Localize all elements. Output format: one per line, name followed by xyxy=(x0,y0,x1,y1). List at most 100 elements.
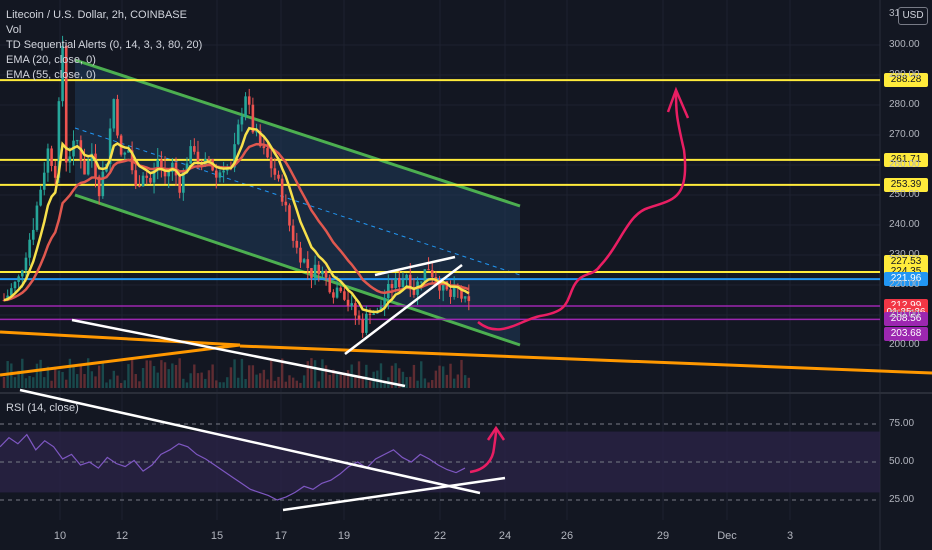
volume-bar xyxy=(215,380,218,388)
x-tick-label: Dec xyxy=(717,530,737,542)
candle-body xyxy=(189,146,192,164)
white-wedge-high xyxy=(374,255,456,277)
candle-body xyxy=(438,282,441,291)
volume-bar xyxy=(54,366,57,388)
candle-body xyxy=(39,189,42,206)
rsi-legend[interactable]: RSI (14, close) xyxy=(6,402,79,414)
candle-body xyxy=(452,286,456,297)
candle-body xyxy=(182,170,185,193)
volume-bar xyxy=(32,377,35,388)
y-tick-label: 200.00 xyxy=(889,339,920,350)
volume-bar xyxy=(13,377,17,388)
price-badge: 253.39 xyxy=(884,177,928,192)
trend-drawings xyxy=(0,86,932,388)
white-wedge-low xyxy=(344,264,463,355)
volume-bar xyxy=(328,374,331,388)
volume-bar xyxy=(409,376,412,388)
volume-bar xyxy=(138,381,141,388)
rsi-line xyxy=(0,433,466,501)
projection-path xyxy=(477,91,687,331)
volume-bar xyxy=(185,382,189,388)
candle-body xyxy=(372,313,375,315)
volume-bar xyxy=(339,374,342,388)
indicator-ema20[interactable]: EMA (20, close, 0) xyxy=(6,54,96,66)
candle-body xyxy=(328,277,332,293)
candle-body xyxy=(236,124,240,145)
volume-bar xyxy=(379,363,383,388)
orange-line-b xyxy=(0,343,241,377)
candle-body xyxy=(141,175,145,187)
volume-bar xyxy=(280,358,284,388)
candle-body xyxy=(86,160,90,175)
volume-bar xyxy=(2,376,6,388)
candle-body xyxy=(127,150,130,153)
indicator-td[interactable]: TD Sequential Alerts (0, 14, 3, 3, 80, 2… xyxy=(6,39,203,51)
volume-bar xyxy=(233,359,236,388)
volume-bar xyxy=(255,374,258,388)
y-tick-label: 210.00 xyxy=(889,309,920,320)
symbol-title[interactable]: Litecoin / U.S. Dollar, 2h, COINBASE xyxy=(6,9,187,21)
candle-body xyxy=(460,288,463,299)
candle-body xyxy=(138,185,141,187)
volume-bar xyxy=(83,374,86,388)
price-badge: 288.28 xyxy=(884,73,928,88)
candle-body xyxy=(222,170,225,173)
volume-bar xyxy=(295,380,298,388)
candle-body xyxy=(317,264,321,275)
candle-body xyxy=(343,291,346,300)
volume-bar xyxy=(174,364,178,388)
candle-body xyxy=(269,157,273,169)
volume-bar xyxy=(423,378,427,388)
channel-top xyxy=(74,58,521,208)
x-tick-label: 22 xyxy=(433,530,447,542)
candle-body xyxy=(346,299,350,306)
indicator-vol[interactable]: Vol xyxy=(6,24,22,36)
candle-body xyxy=(361,319,364,333)
candle-body xyxy=(310,268,313,278)
volume-bar xyxy=(50,380,53,388)
currency-button[interactable]: USD xyxy=(898,7,928,25)
candle-body xyxy=(266,148,269,158)
price-badge: 221.96 xyxy=(884,272,928,287)
candle-body xyxy=(324,271,328,278)
volume-bar xyxy=(108,379,112,388)
indicator-ema55[interactable]: EMA (55, close, 0) xyxy=(6,69,96,81)
volume-bar xyxy=(167,369,170,388)
candle-body xyxy=(152,168,156,183)
candle-body xyxy=(46,148,50,173)
x-tick-label: 17 xyxy=(274,530,288,542)
volume-bar xyxy=(346,370,350,388)
volume-bar xyxy=(76,374,79,388)
candle-body xyxy=(449,289,452,297)
candle-body xyxy=(53,165,57,178)
orange-line-c xyxy=(239,344,932,375)
candle-body xyxy=(390,284,394,288)
candle-body xyxy=(207,159,211,161)
volume-bar xyxy=(383,380,386,388)
orange-line-a xyxy=(0,330,241,347)
volume-bar xyxy=(200,372,203,388)
price-badge: 203.68 xyxy=(884,326,928,341)
volume-bar xyxy=(152,366,156,388)
candle-body xyxy=(101,171,105,197)
x-tick-label: 26 xyxy=(560,530,574,542)
volume-bar xyxy=(456,374,460,388)
volume-bar xyxy=(398,368,401,388)
x-tick-label: 29 xyxy=(656,530,670,542)
y-tick-label: 270.00 xyxy=(889,129,920,140)
volume-bar xyxy=(460,359,463,388)
candle-body xyxy=(441,281,445,291)
channel-mid xyxy=(74,127,521,276)
candle-body xyxy=(116,99,119,136)
candle-body xyxy=(467,296,471,302)
candle-body xyxy=(2,300,6,301)
candle-body xyxy=(108,128,112,164)
volume-bar xyxy=(57,370,61,388)
volume-bar xyxy=(204,378,207,388)
volume-bar xyxy=(229,367,233,388)
volume-bar xyxy=(112,370,115,388)
volume-bar xyxy=(211,364,214,388)
rsi-trend-up xyxy=(282,476,506,512)
candle-body xyxy=(412,289,416,295)
